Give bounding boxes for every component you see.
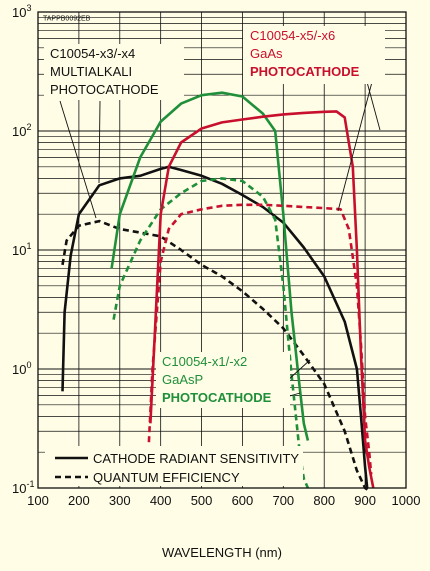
annotation-line: GaAs (250, 46, 283, 61)
y-tick-label: 102 (12, 122, 31, 139)
grid (38, 12, 406, 488)
x-tick-label: 700 (272, 493, 294, 508)
y-tick-label: 101 (12, 241, 31, 258)
x-tick-label: 400 (150, 493, 172, 508)
y-tick-label: 103 (12, 3, 31, 20)
legend-label: QUANTUM EFFICIENCY (93, 470, 240, 485)
series-line-gaasp-solid (110, 91, 310, 441)
legend-box (45, 446, 303, 486)
annotation-line: C10054-x5/-x6 (250, 28, 335, 43)
series-group (61, 91, 375, 492)
tick-labels: 100 200 300 400 500 600 700 800 900 1000 103 102 101… (12, 3, 420, 508)
leader-line (337, 81, 373, 212)
leader-line (98, 100, 101, 184)
x-axis-label: WAVELENGTH (nm) (162, 545, 282, 560)
legend-label: CATHODE RADIANT SENSITIVITY (93, 451, 299, 466)
x-tick-label: 600 (232, 493, 254, 508)
x-tick-label: 500 (191, 493, 213, 508)
y-tick-label: 10-1 (12, 479, 34, 496)
series-line-gaasp-dashed (112, 177, 310, 489)
plot-frame (37, 11, 407, 489)
annotation-line: C10054-x1/-x2 (162, 354, 247, 369)
legend: CATHODE RADIANT SENSITIVITY QUANTUM EFFIC… (45, 446, 303, 486)
x-tick-label: 200 (68, 493, 90, 508)
annotation-line: PHOTOCATHODE (162, 390, 272, 405)
annotation-line: GaAsP (162, 372, 203, 387)
x-tick-label: 1000 (392, 493, 421, 508)
leader-line (287, 359, 311, 381)
x-tick-label: 800 (313, 493, 335, 508)
y-tick-label: 100 (12, 360, 31, 377)
series-line-multialkali-dashed (61, 219, 370, 492)
leader-line (366, 81, 381, 131)
figure-code: TAPPB0092EB (43, 15, 91, 22)
series-line-gaas-dashed (147, 203, 373, 475)
annotation-box (156, 352, 290, 408)
annotations: C10054-x3/-x4 MULTIALKALI PHOTOCATHODE C100… (44, 26, 385, 408)
annotation-line: PHOTOCATHODE (50, 82, 159, 97)
x-tick-label: 300 (109, 493, 131, 508)
annotation-box (243, 26, 385, 84)
annotation-line: PHOTOCATHODE (250, 64, 360, 79)
annotation-box (44, 44, 184, 100)
x-tick-label: 100 (27, 493, 49, 508)
annotation-line: MULTIALKALI (50, 64, 132, 79)
x-tick-label: 900 (354, 493, 376, 508)
annotation-line: C10054-x3/-x4 (50, 46, 135, 61)
leader-line (59, 100, 97, 219)
